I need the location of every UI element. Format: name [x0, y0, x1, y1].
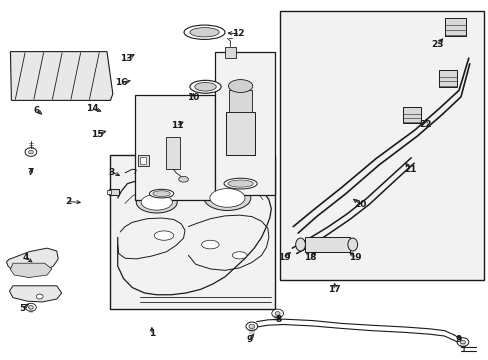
Text: 13: 13: [120, 54, 132, 63]
Bar: [109, 189, 119, 195]
Ellipse shape: [154, 231, 173, 240]
Circle shape: [25, 148, 37, 156]
Text: 20: 20: [354, 200, 366, 209]
Circle shape: [460, 340, 465, 344]
Bar: [438, 69, 456, 87]
Text: 22: 22: [419, 120, 431, 129]
Text: 17: 17: [328, 285, 340, 294]
Ellipse shape: [153, 191, 170, 197]
Ellipse shape: [224, 178, 257, 189]
Ellipse shape: [228, 80, 252, 93]
Text: 6: 6: [34, 106, 40, 115]
Bar: [228, 90, 252, 112]
Ellipse shape: [209, 189, 244, 207]
Bar: [140, 157, 146, 164]
Circle shape: [28, 150, 33, 154]
Ellipse shape: [189, 28, 219, 37]
Bar: [107, 190, 111, 194]
Circle shape: [271, 309, 283, 318]
Text: 9: 9: [455, 335, 461, 344]
Text: 11: 11: [171, 121, 183, 130]
Text: 10: 10: [187, 93, 199, 102]
Ellipse shape: [178, 176, 188, 182]
Polygon shape: [6, 248, 58, 273]
Text: 2: 2: [65, 197, 71, 206]
Text: 18: 18: [304, 253, 316, 262]
Ellipse shape: [141, 194, 172, 210]
Ellipse shape: [203, 185, 250, 211]
Circle shape: [275, 312, 280, 315]
Bar: [403, 107, 420, 123]
Bar: [166, 137, 180, 169]
Ellipse shape: [194, 82, 216, 91]
Ellipse shape: [183, 25, 224, 40]
Text: 14: 14: [86, 104, 99, 113]
Circle shape: [28, 306, 33, 309]
Bar: [225, 112, 255, 155]
Circle shape: [248, 324, 254, 328]
Text: 9: 9: [245, 335, 252, 344]
Ellipse shape: [189, 80, 221, 93]
Circle shape: [36, 294, 43, 299]
Text: 1: 1: [148, 329, 155, 338]
Ellipse shape: [201, 240, 219, 249]
Bar: [279, 11, 483, 280]
Text: 19: 19: [278, 253, 290, 262]
Text: 8: 8: [275, 315, 281, 324]
Bar: [110, 155, 274, 310]
Circle shape: [245, 322, 257, 330]
Text: 4: 4: [23, 253, 29, 262]
Text: 16: 16: [115, 78, 127, 87]
Ellipse shape: [232, 252, 246, 259]
Polygon shape: [9, 286, 61, 302]
Text: 15: 15: [91, 130, 103, 139]
Bar: [138, 155, 149, 166]
Bar: [224, 46, 235, 58]
Ellipse shape: [295, 238, 305, 251]
Bar: [215, 52, 274, 195]
Text: 23: 23: [430, 40, 443, 49]
Text: 5: 5: [19, 303, 25, 312]
Bar: [445, 18, 465, 36]
Bar: [135, 95, 215, 200]
Text: 12: 12: [232, 29, 244, 38]
Text: 3: 3: [108, 168, 115, 177]
Text: 7: 7: [28, 168, 34, 177]
Circle shape: [25, 303, 36, 311]
Ellipse shape: [136, 192, 177, 213]
Ellipse shape: [149, 189, 173, 198]
Polygon shape: [10, 263, 52, 278]
Text: 21: 21: [403, 165, 416, 174]
Ellipse shape: [227, 180, 253, 187]
Bar: [305, 237, 349, 252]
Circle shape: [456, 338, 468, 346]
Text: 19: 19: [348, 253, 361, 262]
Ellipse shape: [347, 238, 357, 251]
Polygon shape: [10, 51, 113, 100]
